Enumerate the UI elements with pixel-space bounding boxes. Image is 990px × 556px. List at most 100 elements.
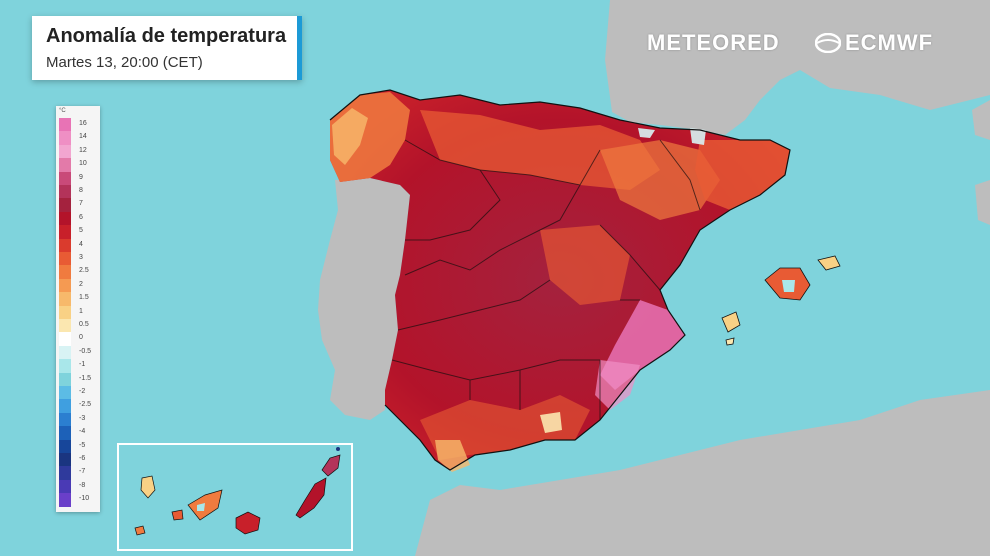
legend-label: -5 [79, 441, 86, 449]
legend-entry: -2 [59, 386, 97, 400]
ecmwf-logo: ECMWF [845, 30, 934, 55]
ecmwf-logo-icon [815, 33, 841, 53]
sardinia-land [975, 180, 990, 225]
graciosa-island [336, 447, 340, 451]
legend-label: -10 [79, 495, 90, 503]
legend-label: 6 [79, 213, 83, 221]
legend-entry: 6 [59, 211, 97, 226]
legend-label: 2.5 [79, 267, 89, 275]
legend-entry: -10 [59, 493, 97, 507]
legend-swatch [59, 399, 71, 413]
legend-entry: -1.5 [59, 372, 97, 386]
legend-entry: -5 [59, 439, 97, 453]
catalonia-warm-zone [695, 140, 790, 210]
tenerife-island [187, 489, 223, 521]
legend-label: 5 [79, 227, 83, 235]
legend-entry: 9 [59, 171, 97, 185]
legend-entry: 1.5 [59, 292, 97, 306]
legend-label: 2 [79, 280, 83, 288]
sardinia-land-2 [972, 100, 990, 140]
legend-swatch [59, 372, 71, 386]
title-panel: Anomalía de temperatura Martes 13, 20:00… [32, 16, 302, 80]
legend-entry: 8 [59, 185, 97, 199]
legend-label: 1 [79, 307, 83, 315]
legend-entry: 2 [59, 278, 97, 293]
legend-entry: -0.5 [59, 345, 97, 360]
legend-label: 1.5 [79, 294, 89, 302]
legend-swatch [59, 292, 71, 306]
legend-label: 7 [79, 200, 83, 208]
mallorca-cool-spot [782, 280, 795, 292]
legend-label: 0 [79, 334, 83, 342]
legend-swatch [59, 345, 71, 360]
legend-swatch [59, 158, 71, 172]
legend-label: 9 [79, 173, 83, 181]
legend-label: -1 [79, 361, 86, 369]
legend-swatch [59, 265, 71, 279]
canary-islands-inset-map [134, 447, 341, 536]
legend-label: -3 [79, 414, 86, 422]
legend-label: 4 [79, 240, 83, 248]
legend-label: -6 [79, 455, 86, 462]
legend-swatch [59, 305, 71, 319]
el-hierro-island [134, 525, 146, 536]
legend-entry: 10 [59, 158, 97, 172]
legend-swatch [59, 225, 71, 239]
legend-swatch [59, 466, 71, 480]
lanzarote-island [321, 454, 341, 477]
legend-label: 12 [79, 146, 87, 154]
legend-entry: -2.5 [59, 399, 97, 413]
ebro-warm-zone [600, 140, 720, 220]
legend-entry: 16 [59, 118, 97, 132]
legend-swatch [59, 144, 71, 159]
legend-entry: 5 [59, 225, 97, 239]
portugal-land [318, 178, 410, 420]
legend-swatch [59, 359, 71, 373]
legend-label: -2 [79, 388, 86, 395]
legend-entry: -1 [59, 359, 97, 373]
legend-label: 3 [79, 254, 83, 261]
legend-swatch [59, 238, 71, 252]
canary-islands-inset-frame [117, 443, 353, 551]
spain-coastline [329, 89, 791, 471]
cadiz-light-zone [435, 440, 470, 472]
legend-swatch [59, 118, 71, 132]
central-warm-zone [540, 225, 630, 305]
map-title: Anomalía de temperatura [46, 25, 287, 47]
granada-light-spot [540, 412, 562, 433]
legend-swatch [59, 453, 71, 467]
legend-label: 0.5 [79, 321, 89, 328]
north-africa-land [415, 390, 990, 556]
legend-entry: 14 [59, 131, 97, 145]
legend-label: -2.5 [79, 401, 92, 409]
legend-swatch [59, 412, 71, 427]
murcia-pink-zone [595, 360, 640, 410]
fuerteventura-island [295, 477, 327, 519]
legend-entry: -8 [59, 479, 97, 494]
legend-swatch [59, 252, 71, 266]
formentera-island [725, 337, 735, 346]
legend-swatch [59, 386, 71, 400]
legend-swatch [59, 332, 71, 346]
legend-label: -7 [79, 468, 86, 476]
legend-entry: 0.5 [59, 319, 97, 333]
menorca-island [817, 255, 841, 271]
legend-label: -0.5 [79, 347, 92, 355]
legend-entry: 7 [59, 198, 97, 212]
map-subtitle: Martes 13, 20:00 (CET) [46, 54, 203, 71]
legend-swatch [59, 426, 71, 440]
legend-label: 16 [79, 120, 87, 127]
la-palma-island [140, 475, 156, 499]
legend-entry: 1 [59, 305, 97, 319]
legend-swatch [59, 185, 71, 199]
legend-entry: -4 [59, 426, 97, 440]
legend-label: 10 [79, 160, 87, 168]
legend-label: -8 [79, 481, 86, 489]
anomaly-legend: °C 16 14 12 10 9 8 7 6 5 4 3 2.5 2 1.5 1 0.5 0 -0.5 -1 -1.5… [56, 106, 100, 512]
legend-swatch [59, 131, 71, 145]
pyrenees-cool-spot [690, 128, 706, 145]
title-accent-bar [297, 16, 302, 80]
gran-canaria-island [235, 511, 261, 535]
legend-swatch [59, 278, 71, 293]
